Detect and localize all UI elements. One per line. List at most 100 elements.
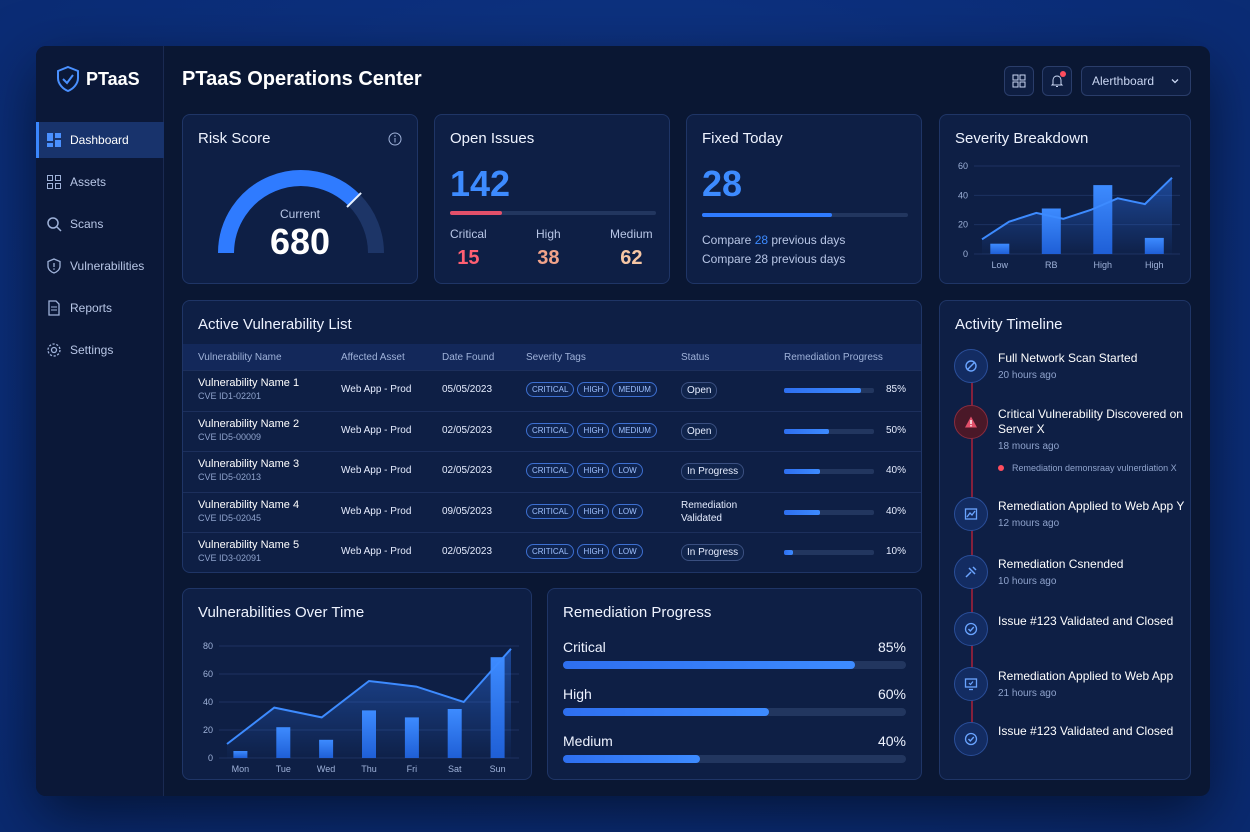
activity-timeline-card: Activity Timeline Full Network Scan Star…	[939, 300, 1191, 780]
bar-rb[interactable]	[1041, 208, 1061, 255]
remediation-high-fill	[563, 708, 769, 716]
table-row[interactable]: Vulnerability Name 2 CVE ID5-00009 Web App…	[183, 410, 921, 451]
open-issues-bar-fill	[450, 211, 502, 215]
severity-tag[interactable]: HIGH	[577, 463, 610, 478]
vulnerability-cell: Vulnerability Name 3 CVE ID5-02013	[198, 458, 299, 482]
bar-sat[interactable]	[447, 709, 462, 758]
sidebar-item-vulnerabilities[interactable]: Vulnerabilities	[36, 248, 164, 284]
dashboard-select-value: Alerthboard	[1092, 74, 1155, 88]
bar-mon[interactable]	[233, 751, 248, 758]
remediation-critical-label: Critical	[563, 639, 606, 655]
remediation-pct: 10%	[886, 546, 907, 557]
severity-tag[interactable]: MEDIUM	[612, 422, 657, 438]
dashboard-select[interactable]: Alerthboard	[1081, 66, 1191, 96]
timeline-item-title: Full Network Scan Started 20 hours ago	[998, 351, 1188, 383]
severity-tags: CRITICAL HIGH LOW	[526, 544, 646, 559]
remediation-high-pct: 60%	[877, 686, 906, 702]
date-found: 02/05/2023	[442, 465, 493, 476]
bar-high[interactable]	[1144, 237, 1164, 254]
timeline-time: 18 mours ago	[998, 441, 1060, 452]
severity-tag[interactable]: LOW	[612, 463, 643, 478]
timeline-title-text: Critical Vulnerability Discovered on Ser…	[998, 407, 1183, 436]
column-header[interactable]: Remediation Progress	[784, 352, 883, 363]
check-icon	[964, 622, 978, 636]
sidebar-item-label: Settings	[70, 343, 114, 357]
bar-sun[interactable]	[490, 657, 505, 758]
timeline-title-text: Issue #123 Validated and Closed	[998, 614, 1174, 628]
fix-icon	[965, 566, 977, 578]
column-header[interactable]: Date Found	[442, 352, 495, 363]
vulnerability-name[interactable]: Vulnerability Name 3	[198, 458, 300, 470]
fixed-today-value: 28	[702, 163, 743, 204]
x-tick-label: Mon	[232, 764, 250, 774]
search-icon	[47, 217, 62, 232]
column-header[interactable]: Vulnerability Name	[198, 352, 282, 363]
vulnerability-name[interactable]: Vulnerability Name 2	[198, 417, 300, 430]
sidebar-item-assets[interactable]: Assets	[36, 164, 164, 200]
bar-tue[interactable]	[276, 727, 291, 758]
sidebar-item-reports[interactable]: Reports	[36, 290, 164, 326]
table-row[interactable]: Vulnerability Name 3 CVE ID5-02013 Web App…	[183, 451, 921, 491]
timeline-item-title: Issue #123 Validated and Closed	[998, 614, 1188, 629]
remediation-medium-pct: 40%	[877, 733, 906, 749]
notifications-button[interactable]	[1042, 66, 1072, 96]
brand[interactable]: PTaaS	[56, 66, 140, 92]
severity-tag[interactable]: LOW	[612, 503, 643, 519]
apps-button[interactable]	[1004, 66, 1034, 96]
column-header[interactable]: Severity Tags	[526, 352, 586, 363]
severity-tag[interactable]: HIGH	[577, 544, 610, 559]
severity-tag[interactable]: MEDIUM	[612, 382, 657, 397]
sidebar-item-settings[interactable]: Settings	[36, 332, 164, 368]
vulnerability-name[interactable]: Vulnerability Name 5	[198, 539, 300, 551]
remediation-bar	[784, 509, 874, 515]
affected-asset: Web App - Prod	[341, 546, 412, 557]
date-found: 05/05/2023	[442, 384, 493, 395]
sidebar-item-scans[interactable]: Scans	[36, 206, 164, 242]
column-header[interactable]: Status	[681, 352, 710, 363]
timeline-title-text: Full Network Scan Started	[998, 351, 1138, 365]
vulnerability-name[interactable]: Vulnerability Name 1	[198, 377, 300, 389]
timeline-subnote: Remediation demonsraay vulnerdiation X	[998, 462, 1188, 474]
vulnerability-name[interactable]: Vulnerability Name 4	[198, 498, 300, 511]
risk-gauge-fill	[218, 170, 360, 254]
bar-high[interactable]	[1093, 185, 1113, 254]
bar-low[interactable]	[990, 243, 1010, 254]
gear-icon	[47, 343, 61, 357]
table-row[interactable]: Vulnerability Name 5 CVE ID3-02091 Web App…	[183, 532, 921, 572]
severity-tag[interactable]: CRITICAL	[526, 503, 575, 519]
info-icon[interactable]	[388, 132, 402, 146]
column-header[interactable]: Affected Asset	[341, 352, 405, 363]
high-value: 38	[537, 247, 560, 269]
severity-tags: CRITICAL HIGH MEDIUM	[526, 382, 660, 397]
timeline-title-text: Remediation Applied to Web App Y	[998, 499, 1185, 513]
severity-tag[interactable]: CRITICAL	[526, 463, 575, 478]
x-tick-label: Low	[992, 260, 1009, 270]
chevron-down-icon	[1171, 79, 1179, 84]
bar-wed[interactable]	[319, 739, 334, 758]
severity-tag[interactable]: HIGH	[577, 422, 610, 438]
status-cell: In Progress	[681, 544, 745, 561]
y-tick-label: 20	[203, 725, 213, 735]
severity-tag[interactable]: CRITICAL	[526, 544, 575, 559]
page-title: PTaaS Operations Center	[182, 68, 422, 90]
timeline-icon-wrap	[954, 667, 988, 701]
bar-fri[interactable]	[404, 717, 419, 758]
remediation-medium-bar	[563, 755, 906, 763]
vulnerability-cell: Vulnerability Name 2 CVE ID5-00009	[198, 418, 299, 442]
sidebar-item-dashboard[interactable]: Dashboard	[36, 122, 164, 158]
remediation-critical-bar	[563, 661, 906, 669]
severity-tag[interactable]: CRITICAL	[526, 422, 575, 438]
severity-tag[interactable]: HIGH	[577, 503, 610, 519]
severity-tag[interactable]: CRITICAL	[526, 382, 575, 397]
table-row[interactable]: Vulnerability Name 4 CVE ID5-02045 Web App…	[183, 491, 921, 532]
x-tick-label: Sat	[448, 764, 462, 774]
affected-asset: Web App - Prod	[341, 384, 412, 395]
x-tick-label: Tue	[276, 764, 291, 774]
risk-score-value: 680	[269, 221, 331, 262]
bar-thu[interactable]	[362, 710, 376, 758]
severity-tag[interactable]: LOW	[612, 544, 643, 559]
table-row[interactable]: Vulnerability Name 1 CVE ID1-02201 Web App…	[183, 370, 921, 410]
severity-tag[interactable]: HIGH	[577, 382, 610, 397]
document-icon	[48, 300, 60, 316]
timeline-connector	[971, 361, 973, 746]
